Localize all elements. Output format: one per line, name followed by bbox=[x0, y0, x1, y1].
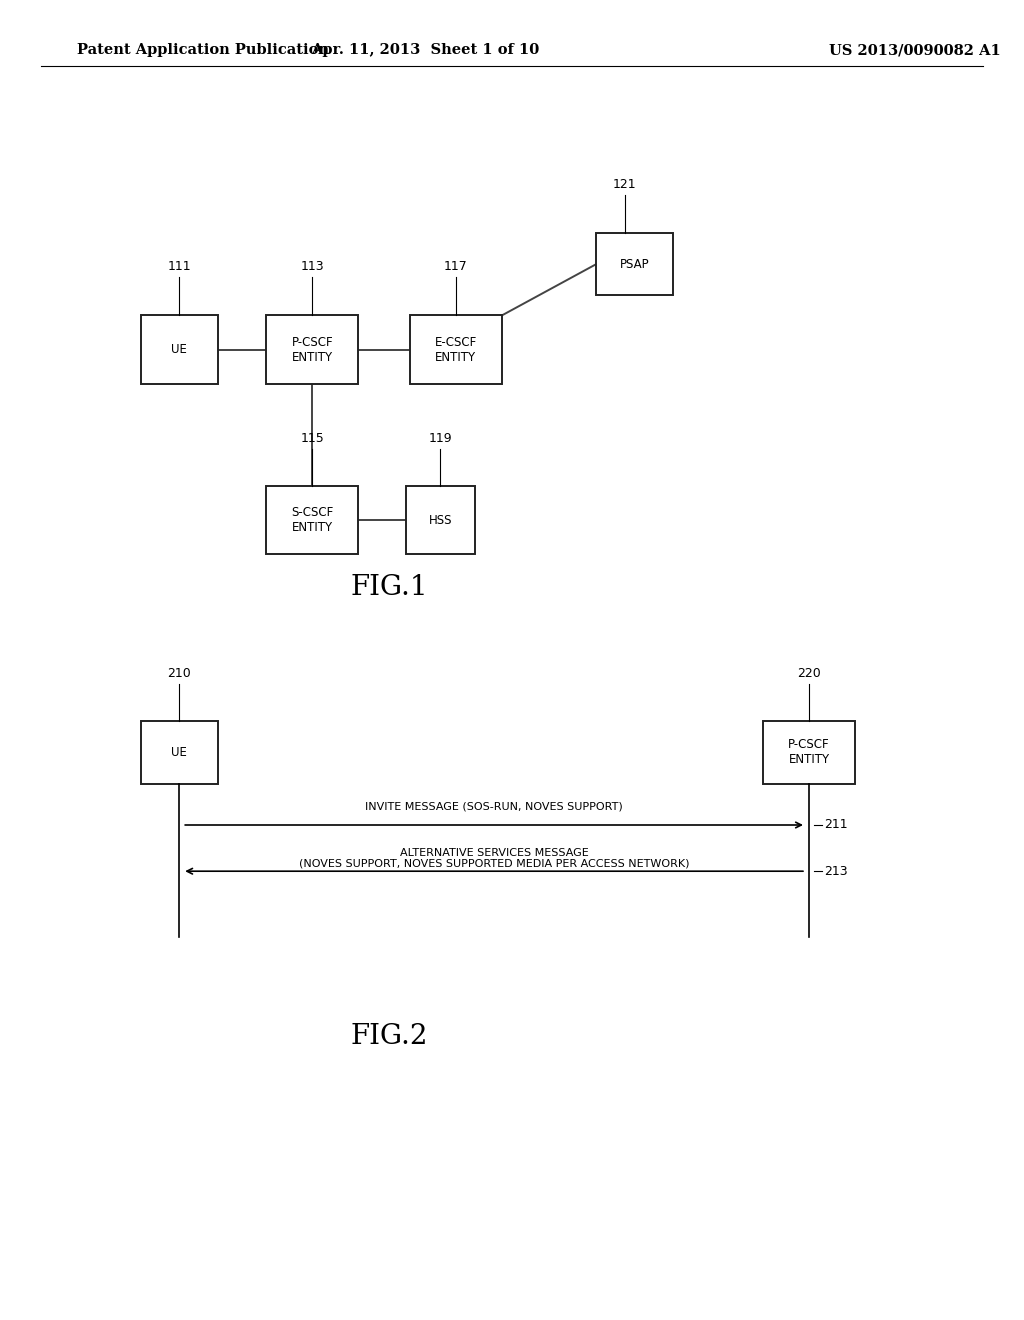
Text: HSS: HSS bbox=[429, 513, 452, 527]
Bar bbox=[140, 721, 217, 784]
Text: 115: 115 bbox=[300, 432, 325, 445]
Text: 111: 111 bbox=[167, 260, 191, 273]
Text: P-CSCF
ENTITY: P-CSCF ENTITY bbox=[788, 738, 829, 767]
Text: ALTERNATIVE SERVICES MESSAGE: ALTERNATIVE SERVICES MESSAGE bbox=[399, 847, 589, 858]
Text: PSAP: PSAP bbox=[621, 257, 649, 271]
Text: 210: 210 bbox=[167, 667, 191, 680]
Bar bbox=[266, 315, 358, 384]
Bar bbox=[406, 486, 474, 554]
Bar bbox=[763, 721, 855, 784]
Bar bbox=[266, 486, 358, 554]
Text: UE: UE bbox=[171, 343, 187, 356]
Text: Apr. 11, 2013  Sheet 1 of 10: Apr. 11, 2013 Sheet 1 of 10 bbox=[311, 44, 539, 57]
Text: US 2013/0090082 A1: US 2013/0090082 A1 bbox=[829, 44, 1001, 57]
Text: 220: 220 bbox=[797, 667, 821, 680]
Text: FIG.1: FIG.1 bbox=[350, 574, 428, 601]
Text: 211: 211 bbox=[824, 818, 848, 832]
Text: 113: 113 bbox=[300, 260, 325, 273]
Bar bbox=[410, 315, 502, 384]
Text: 121: 121 bbox=[612, 178, 637, 191]
Text: Patent Application Publication: Patent Application Publication bbox=[77, 44, 329, 57]
Text: UE: UE bbox=[171, 746, 187, 759]
Text: 213: 213 bbox=[824, 865, 848, 878]
Text: (NOVES SUPPORT, NOVES SUPPORTED MEDIA PER ACCESS NETWORK): (NOVES SUPPORT, NOVES SUPPORTED MEDIA PE… bbox=[299, 858, 689, 869]
Text: 119: 119 bbox=[428, 432, 453, 445]
Text: FIG.2: FIG.2 bbox=[350, 1023, 428, 1049]
Bar bbox=[140, 315, 217, 384]
Text: 117: 117 bbox=[443, 260, 468, 273]
Text: P-CSCF
ENTITY: P-CSCF ENTITY bbox=[292, 335, 333, 364]
Text: E-CSCF
ENTITY: E-CSCF ENTITY bbox=[434, 335, 477, 364]
Bar bbox=[596, 232, 674, 296]
Text: INVITE MESSAGE (SOS-RUN, NOVES SUPPORT): INVITE MESSAGE (SOS-RUN, NOVES SUPPORT) bbox=[366, 801, 623, 812]
Text: S-CSCF
ENTITY: S-CSCF ENTITY bbox=[291, 506, 334, 535]
